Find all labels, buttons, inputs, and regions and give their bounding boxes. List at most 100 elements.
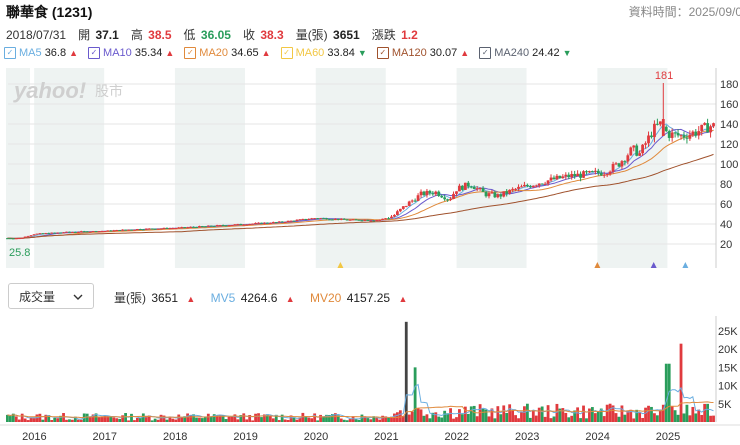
candle bbox=[605, 173, 609, 178]
legend-ma60[interactable]: ✓ MA60 33.84 ▼ bbox=[280, 47, 367, 59]
candle-body bbox=[192, 226, 195, 228]
indicator-select[interactable]: 成交量 bbox=[8, 283, 94, 309]
candle bbox=[32, 234, 36, 236]
checkbox-icon[interactable]: ✓ bbox=[280, 47, 293, 59]
volume-bar bbox=[168, 416, 172, 422]
legend-ma120[interactable]: ✓ MA120 30.07 ▲ bbox=[376, 47, 469, 59]
candle-body bbox=[661, 119, 665, 136]
candle-body bbox=[47, 233, 51, 235]
candle bbox=[236, 223, 240, 225]
candle bbox=[168, 227, 172, 230]
volume-bar bbox=[455, 417, 458, 422]
volume-bar bbox=[91, 414, 95, 422]
candle-body bbox=[245, 224, 249, 226]
volume-bar bbox=[65, 419, 68, 422]
candle-body bbox=[106, 230, 110, 232]
volume-chart[interactable]: 5K 10K 15K 20K 25K 2016 2017 2018 2019 2020 2021 20… bbox=[0, 316, 740, 445]
volume-bar bbox=[245, 419, 249, 422]
checkbox-icon[interactable]: ✓ bbox=[88, 47, 101, 59]
volume-bar bbox=[514, 415, 517, 422]
mv20-label: MV20 bbox=[310, 291, 342, 305]
volume-bar bbox=[112, 417, 116, 422]
candle-body bbox=[443, 197, 447, 200]
candle-body bbox=[688, 134, 692, 139]
candle bbox=[221, 224, 225, 227]
data-time: 資料時間：2025/09/0 bbox=[628, 5, 740, 19]
candle bbox=[375, 219, 379, 222]
volume-bar bbox=[330, 414, 334, 422]
candle-body bbox=[644, 143, 647, 145]
candle-body bbox=[94, 231, 98, 233]
volume-bar bbox=[17, 419, 21, 422]
candle-body bbox=[502, 191, 506, 197]
legend-label: MA5 bbox=[19, 47, 42, 59]
candle bbox=[472, 185, 476, 190]
candle-body bbox=[664, 126, 668, 132]
volume-bar bbox=[251, 420, 255, 422]
candle-body bbox=[638, 153, 642, 156]
candle bbox=[709, 124, 712, 138]
candle bbox=[230, 224, 234, 226]
min-price-label: 25.8 bbox=[9, 247, 30, 259]
legend-value: 36.8 bbox=[44, 47, 67, 59]
candle-body bbox=[301, 218, 305, 220]
checkbox-icon[interactable]: ✓ bbox=[479, 47, 492, 59]
candle-body bbox=[189, 226, 192, 228]
volume-bar bbox=[425, 414, 429, 422]
candle-body bbox=[712, 123, 715, 127]
checkbox-icon[interactable]: ✓ bbox=[4, 47, 16, 59]
legend-ma10[interactable]: ✓ MA10 35.34 ▲ bbox=[88, 47, 174, 59]
candle-body bbox=[162, 227, 166, 229]
volume-bar bbox=[561, 408, 565, 422]
ma20-line bbox=[7, 130, 714, 239]
candle-body bbox=[263, 222, 266, 224]
candle-body bbox=[440, 195, 444, 198]
candle bbox=[115, 229, 119, 231]
volume-bar bbox=[475, 416, 479, 422]
volume-bar bbox=[141, 413, 145, 422]
legend-ma20[interactable]: ✓ MA20 34.65 ▲ bbox=[184, 47, 271, 59]
candle bbox=[428, 189, 432, 196]
candle-body bbox=[121, 229, 125, 231]
candle bbox=[162, 227, 166, 229]
candle bbox=[112, 229, 116, 232]
volume-bar bbox=[14, 416, 18, 422]
candle bbox=[623, 160, 627, 166]
volume-bar bbox=[85, 413, 89, 422]
candle bbox=[138, 228, 142, 231]
chevron-down-icon bbox=[73, 289, 83, 303]
event-marker-icon bbox=[650, 262, 657, 268]
candle-body bbox=[404, 205, 408, 207]
volume-bar bbox=[676, 414, 680, 422]
candle bbox=[53, 232, 57, 234]
volume-bar bbox=[691, 406, 695, 422]
candle-body bbox=[676, 133, 680, 136]
candle-body bbox=[537, 183, 541, 186]
volume-bar bbox=[573, 410, 577, 422]
candle-body bbox=[230, 224, 234, 226]
vol-up-icon: ▲ bbox=[186, 294, 196, 304]
price-chart[interactable]: 20 40 60 80 100 120 140 160 180 yahoo! 股市 181 25.8 bbox=[0, 68, 740, 274]
legend-ma240[interactable]: ✓ MA240 24.42 ▼ bbox=[479, 47, 572, 59]
candle-body bbox=[8, 238, 12, 240]
candle-body bbox=[103, 231, 107, 233]
volume-bar bbox=[212, 414, 216, 422]
candle-body bbox=[611, 163, 615, 172]
candle bbox=[635, 143, 639, 157]
candle-body bbox=[14, 238, 18, 240]
candle bbox=[304, 218, 308, 220]
legend-ma5[interactable]: ✓ MA5 36.8 ▲ bbox=[4, 47, 78, 59]
candle-body bbox=[224, 225, 228, 227]
candle bbox=[419, 189, 423, 198]
volume-bar bbox=[635, 409, 639, 422]
checkbox-icon[interactable]: ✓ bbox=[184, 47, 197, 59]
candle bbox=[525, 183, 529, 188]
volume-bar bbox=[198, 417, 201, 422]
volume-bar bbox=[53, 417, 57, 422]
volume-bar bbox=[260, 417, 263, 422]
candle-body bbox=[585, 171, 588, 173]
candle-body bbox=[127, 229, 130, 231]
checkbox-icon[interactable]: ✓ bbox=[376, 47, 389, 59]
candle bbox=[644, 141, 647, 149]
candle-body bbox=[626, 155, 630, 162]
